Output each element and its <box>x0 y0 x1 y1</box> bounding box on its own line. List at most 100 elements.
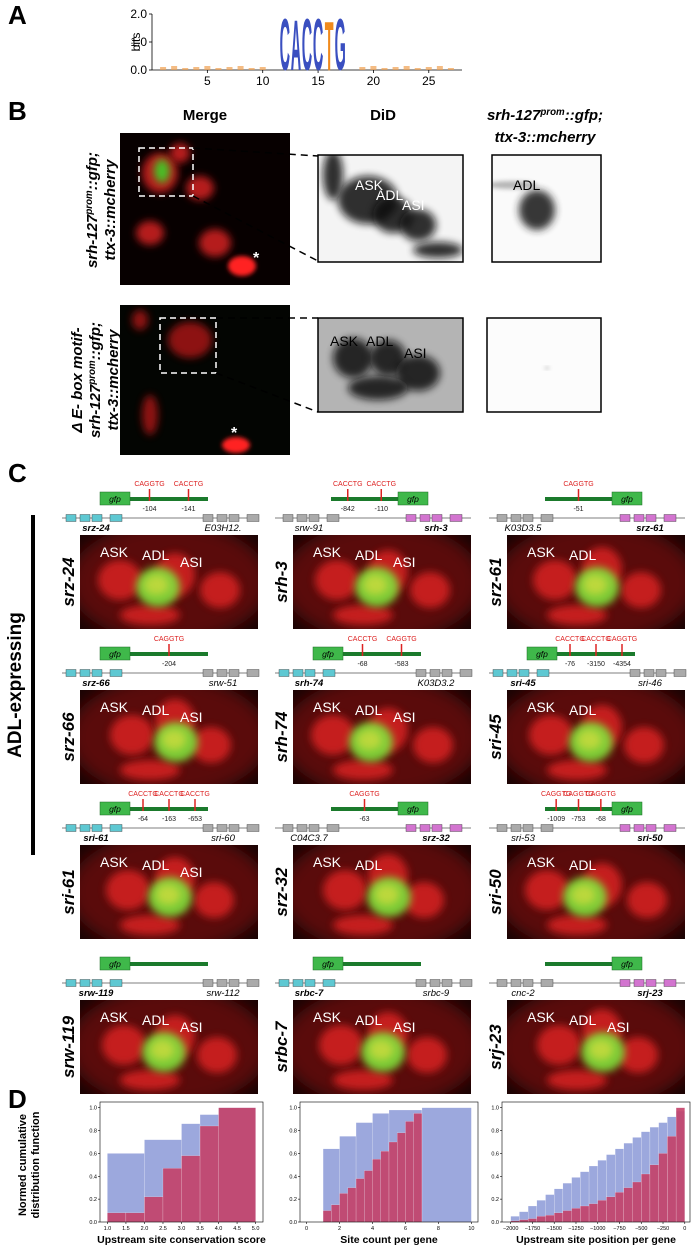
exon <box>278 669 290 677</box>
cell-signal <box>162 730 186 750</box>
motif-label: CACCTG <box>555 636 585 643</box>
cell-signal <box>492 181 537 189</box>
exon <box>629 669 641 677</box>
gene-name: srj-23 <box>637 988 663 999</box>
cell-signal <box>191 727 231 763</box>
tile-gene-label: sri-50 <box>486 869 505 915</box>
gene-name: K03D3.2 <box>418 678 456 689</box>
histogram-bar <box>144 1196 164 1223</box>
cell-label: ASI <box>393 709 416 725</box>
exon <box>619 514 631 522</box>
exon <box>292 979 304 987</box>
motif-label: CACCTG <box>348 636 378 643</box>
gene-name: sri-61 <box>83 833 108 844</box>
exon <box>673 669 687 677</box>
gfp-label: gfp <box>407 494 419 504</box>
exon <box>202 514 214 522</box>
gfp-label: gfp <box>109 959 121 969</box>
cell-signal <box>333 338 373 378</box>
gfp-label: gfp <box>322 959 334 969</box>
x-tick-label: 4 <box>371 1226 374 1232</box>
x-tick-label: 4.5 <box>233 1226 241 1232</box>
exon <box>643 669 655 677</box>
motif-label: CACCTG <box>333 481 363 488</box>
cell-label: ASI <box>393 554 416 570</box>
y-axis-label: distribution function <box>30 1111 42 1218</box>
histogram-bar <box>528 1218 537 1223</box>
cell-signal <box>136 221 164 245</box>
cell-signal <box>537 1025 581 1065</box>
histogram-bar <box>641 1173 651 1223</box>
x-tick-label: 1.5 <box>122 1226 130 1232</box>
cell-signal <box>132 310 148 330</box>
cell-signal <box>547 760 607 780</box>
tile-gene-label: srh-3 <box>272 561 291 603</box>
exon <box>405 514 417 522</box>
row-label: Δ E- box motif-srh-127prom::gfp; ttx-3::m… <box>69 322 122 438</box>
cell-label: ASK <box>100 544 129 560</box>
exon <box>65 824 77 832</box>
exon <box>645 979 657 987</box>
cell-signal <box>170 143 190 163</box>
exon <box>216 824 228 832</box>
gene-name: srz-24 <box>82 523 110 534</box>
group-label: ADL-expressing <box>5 612 26 758</box>
motif-distance: -583 <box>394 661 408 668</box>
motif-label: CACCTG <box>366 481 396 488</box>
row-label: srh-127prom::gfp; ttx-3::mcherry <box>84 152 120 268</box>
logo-letter: A <box>291 5 301 85</box>
y-tick-label: 0.4 <box>491 1174 499 1180</box>
motif-distance: -104 <box>142 506 156 513</box>
exon <box>619 824 631 832</box>
asterisk: * <box>253 250 260 267</box>
logo-noise <box>447 68 454 70</box>
zoom-line <box>192 147 319 157</box>
x-tick-label: −250 <box>657 1226 669 1232</box>
motif-label: CAGGTG <box>563 791 593 798</box>
micrograph <box>293 535 471 629</box>
y-tick-label: 0.2 <box>89 1197 97 1203</box>
exon <box>65 979 77 987</box>
reporter-label: srh-127prom::gfp; <box>87 322 105 438</box>
cell-signal <box>400 209 436 241</box>
exon <box>496 979 508 987</box>
exon <box>518 669 530 677</box>
cell-signal <box>407 1037 447 1073</box>
cell-signal <box>618 1037 658 1073</box>
promoter-bar <box>545 962 612 966</box>
histogram-bar <box>606 1196 616 1223</box>
frame <box>486 317 602 413</box>
histogram-bar <box>562 1210 572 1223</box>
exon <box>663 979 677 987</box>
logo-noise <box>425 67 432 70</box>
cell-signal <box>228 256 256 276</box>
cell-signal <box>194 882 234 918</box>
micrograph <box>507 845 685 939</box>
exon <box>79 979 91 987</box>
gfp-label: gfp <box>322 649 334 659</box>
exon <box>216 514 228 522</box>
cell-signal <box>413 242 463 258</box>
exon <box>405 824 417 832</box>
exon <box>304 669 316 677</box>
motif-label: CAGGTG <box>386 636 416 643</box>
reporter-gene: srh-127 <box>84 214 101 268</box>
gfp-box <box>312 646 344 661</box>
cell-signal <box>150 1040 174 1060</box>
exon <box>459 669 473 677</box>
motif-distance: -68 <box>357 661 367 668</box>
promoter-bar <box>331 497 398 501</box>
exon <box>655 669 667 677</box>
motif-label: CAGGTG <box>134 481 164 488</box>
gene-name: C04C3.7 <box>290 833 328 844</box>
cell-signal <box>154 159 170 183</box>
histogram-bar <box>364 1170 373 1223</box>
cell-label: ADL <box>513 177 540 193</box>
exon <box>216 669 228 677</box>
histogram-bar <box>355 1178 365 1223</box>
cell-signal <box>404 882 444 918</box>
histogram-bar <box>571 1208 581 1223</box>
y-tick-label: 0.0 <box>130 63 147 77</box>
exon <box>522 979 534 987</box>
